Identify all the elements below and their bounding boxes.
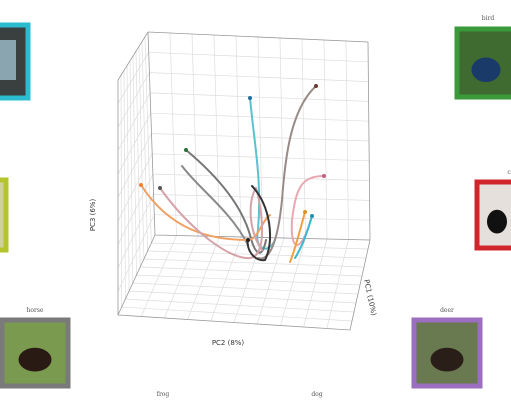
- plot-box: [117, 32, 370, 329]
- image-content: [430, 347, 464, 372]
- class-label: frog: [157, 391, 170, 398]
- grid-line: [303, 238, 328, 328]
- grid-line: [123, 70, 126, 300]
- class-label: bird: [482, 15, 495, 22]
- grid-line: [120, 75, 123, 308]
- grid-line: [301, 38, 306, 239]
- grid-line: [121, 306, 353, 322]
- grid-line: [125, 298, 355, 313]
- grid-line: [129, 60, 134, 284]
- grid-line: [126, 65, 130, 292]
- grid-line: [117, 214, 155, 292]
- image-content: [487, 209, 507, 234]
- grid-line: [117, 153, 153, 222]
- grid-line: [280, 238, 306, 326]
- class-label: deer: [440, 307, 454, 314]
- grid-line: [323, 39, 328, 240]
- image-panel: [454, 26, 511, 100]
- grid-line: [117, 173, 154, 245]
- z-axis-label: PC3 (6%): [89, 199, 97, 232]
- trajectories: [139, 84, 326, 263]
- grid-line: [345, 40, 349, 240]
- image-panel: [0, 317, 71, 389]
- grid-line: [129, 290, 357, 304]
- grid-line: [136, 274, 361, 286]
- grid-line: [151, 133, 370, 142]
- image-panel: [0, 177, 9, 253]
- grid-line: [132, 282, 359, 295]
- x-axis-label: PC2 (8%): [212, 339, 245, 347]
- grid-line: [153, 194, 370, 201]
- grid-line: [326, 239, 349, 329]
- image-content: [18, 347, 52, 372]
- grid-line: [132, 55, 137, 276]
- grid-line: [117, 194, 154, 269]
- grid-line: [279, 37, 285, 239]
- class-label: cat: [507, 169, 511, 176]
- class-label: horse: [27, 307, 44, 314]
- image-content: [471, 57, 501, 83]
- y-axis-label: PC1 (10%): [362, 279, 378, 317]
- image-content: [0, 40, 16, 80]
- grid-line: [152, 153, 370, 162]
- class-label: dog: [311, 391, 322, 398]
- grid-line: [256, 237, 285, 325]
